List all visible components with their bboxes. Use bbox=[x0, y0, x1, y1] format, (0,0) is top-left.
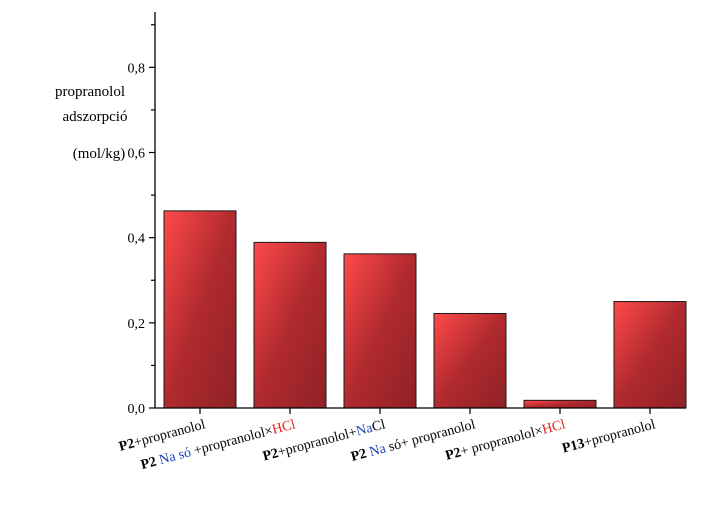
y-tick-label: 0,4 bbox=[128, 232, 146, 247]
bar bbox=[253, 241, 327, 409]
bar bbox=[163, 210, 237, 409]
x-tick-label: P13+propranolol bbox=[561, 417, 658, 456]
y-tick-label: 0,2 bbox=[128, 317, 146, 332]
y-tick-label: 0,0 bbox=[128, 402, 146, 417]
bars bbox=[163, 210, 687, 409]
bar bbox=[343, 253, 417, 409]
bar bbox=[523, 399, 597, 409]
y-axis-title-line-3: (mol/kg) bbox=[73, 146, 126, 162]
x-tick-label: P2 Na só +propranolol×HCl bbox=[139, 417, 297, 473]
y-tick-label: 0,8 bbox=[128, 61, 146, 76]
bar bbox=[613, 301, 687, 409]
bar bbox=[433, 312, 507, 409]
y-tick-label: 0,6 bbox=[128, 147, 146, 162]
y-axis-title-line-1: propranolol bbox=[55, 84, 125, 100]
y-axis-title-line-2: adszorpció bbox=[63, 109, 128, 125]
y-axis-title: propranolol adszorpció (mol/kg) bbox=[55, 84, 127, 162]
y-axis-ticks: 0,0 0,2 0,4 0,6 0,8 bbox=[128, 24, 155, 417]
axes bbox=[154, 12, 686, 409]
